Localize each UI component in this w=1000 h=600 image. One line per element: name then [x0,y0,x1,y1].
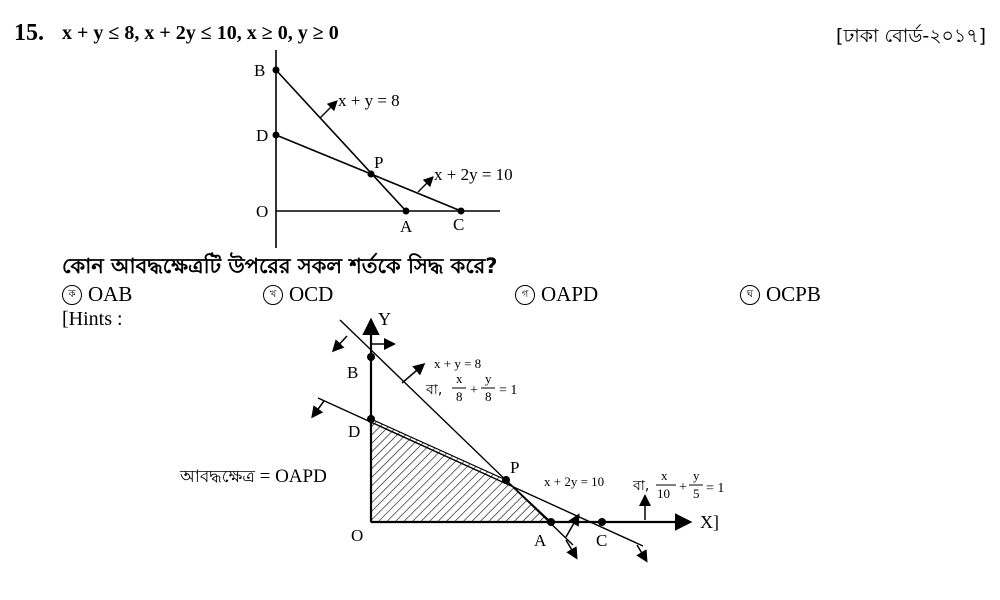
fig1-line-x-plus-y [275,69,407,212]
fig2-line1-ba: বা, [425,382,442,398]
fig2-line2-ba: বা, [632,478,649,494]
board-source: [ঢাকা বোর্ড-২০১৭] [836,25,986,47]
fig2-normal-arrow-1 [331,335,348,353]
fig2-line2-f1-num: x [661,468,668,483]
fig1-label-B: B [254,61,265,80]
fig1-line1-label: x + y = 8 [338,91,400,110]
fig1-arrow-line2 [417,176,434,193]
fig2-line2-f2-den: 5 [693,486,700,501]
fig2-axis-x-label: X] [700,512,719,532]
fig1-point-C [457,207,465,215]
fig2-point-D [367,415,375,423]
hints-label: [Hints : [62,308,123,330]
fig2-axis-y-label: Y [378,309,391,329]
fig2-label-B: B [347,363,358,382]
option-gha-marker: ঘ [740,284,760,305]
region-prefix: আবদ্ধক্ষেত্র [180,467,255,487]
fig2-line2-rhs: = 1 [706,481,724,496]
fig2-normal-arrow-3 [401,363,426,384]
option-ga-marker: গ [515,284,535,305]
fig1-point-D [272,131,280,139]
fig2-line1-f1-num: x [456,371,463,386]
fig2-label-C: C [596,531,607,550]
fig2-line1-f2-den: 8 [485,389,492,404]
fig1-point-A [402,207,410,215]
fig2-line-x-plus-y [339,319,574,546]
fig2-normal-arrow-4 [565,513,580,538]
option-kha-marker: খ [263,284,283,305]
fig1-point-P [367,170,375,178]
question-stem: কোন আবদ্ধক্ষেত্রটি উপরের সকল শর্তকে সিদ্… [62,254,498,278]
fig2-label-O: O [351,526,363,545]
fig2-label-D: D [348,422,360,441]
fig1-line2-label: x + 2y = 10 [434,165,513,184]
fig2-line-x-plus-2y [317,397,644,547]
option-kha[interactable]: খ OCD [263,282,333,307]
fig2-normal-arrow-2 [311,400,325,419]
fig2-point-C [598,518,606,526]
fig1-point-B [272,66,280,74]
question-number: 15. [14,20,44,46]
fig1-label-O: O [256,202,268,221]
question-constraints: x + y ≤ 8, x + 2y ≤ 10, x ≥ 0, y ≥ 0 [62,22,339,44]
fig2-line1-f1-den: 8 [456,389,463,404]
fig2-line1-eq: x + y = 8 [434,356,481,371]
fig1-arrow-line1 [319,100,338,119]
option-ka-marker: ক [62,284,82,305]
fig2-point-B [367,353,375,361]
fig2-line2-plus: + [679,480,687,495]
fig2-label-P: P [510,458,519,477]
fig2-point-P [502,476,510,484]
option-gha[interactable]: ঘ OCPB [740,282,821,307]
region-value: = OAPD [259,466,327,487]
option-ka[interactable]: ক OAB [62,282,132,307]
option-kha-text: OCD [289,282,334,306]
fig1-label-A: A [400,217,413,236]
fig2-line1-rhs: = 1 [499,383,517,398]
figure1: B D O P A C x + y = 8 x + 2y = 10 [254,50,513,248]
fig2-line1-plus: + [470,383,478,398]
fig2-line2-f2-num: y [693,468,700,483]
fig1-label-P: P [374,153,383,172]
option-ga[interactable]: গ OAPD [515,282,598,307]
option-ga-text: OAPD [541,282,599,306]
fig1-label-D: D [256,126,268,145]
option-ka-text: OAB [88,282,133,306]
fig2-line2-eq: x + 2y = 10 [544,474,604,489]
fig2-line2-f1-den: 10 [657,486,670,501]
fig2-normal-arrow-6 [636,544,648,563]
fig1-label-C: C [453,215,464,234]
fig2-normal-arrow-5 [565,539,578,560]
fig2-label-A: A [534,531,547,550]
region-answer: আবদ্ধক্ষেত্র = OAPD [180,464,327,492]
figure2: Y X] B D O P A C x + y = 8 বা, x 8 + y 8… [311,309,724,563]
option-gha-text: OCPB [766,282,821,306]
fig2-point-A [547,518,555,526]
fig2-line1-f2-num: y [485,371,492,386]
